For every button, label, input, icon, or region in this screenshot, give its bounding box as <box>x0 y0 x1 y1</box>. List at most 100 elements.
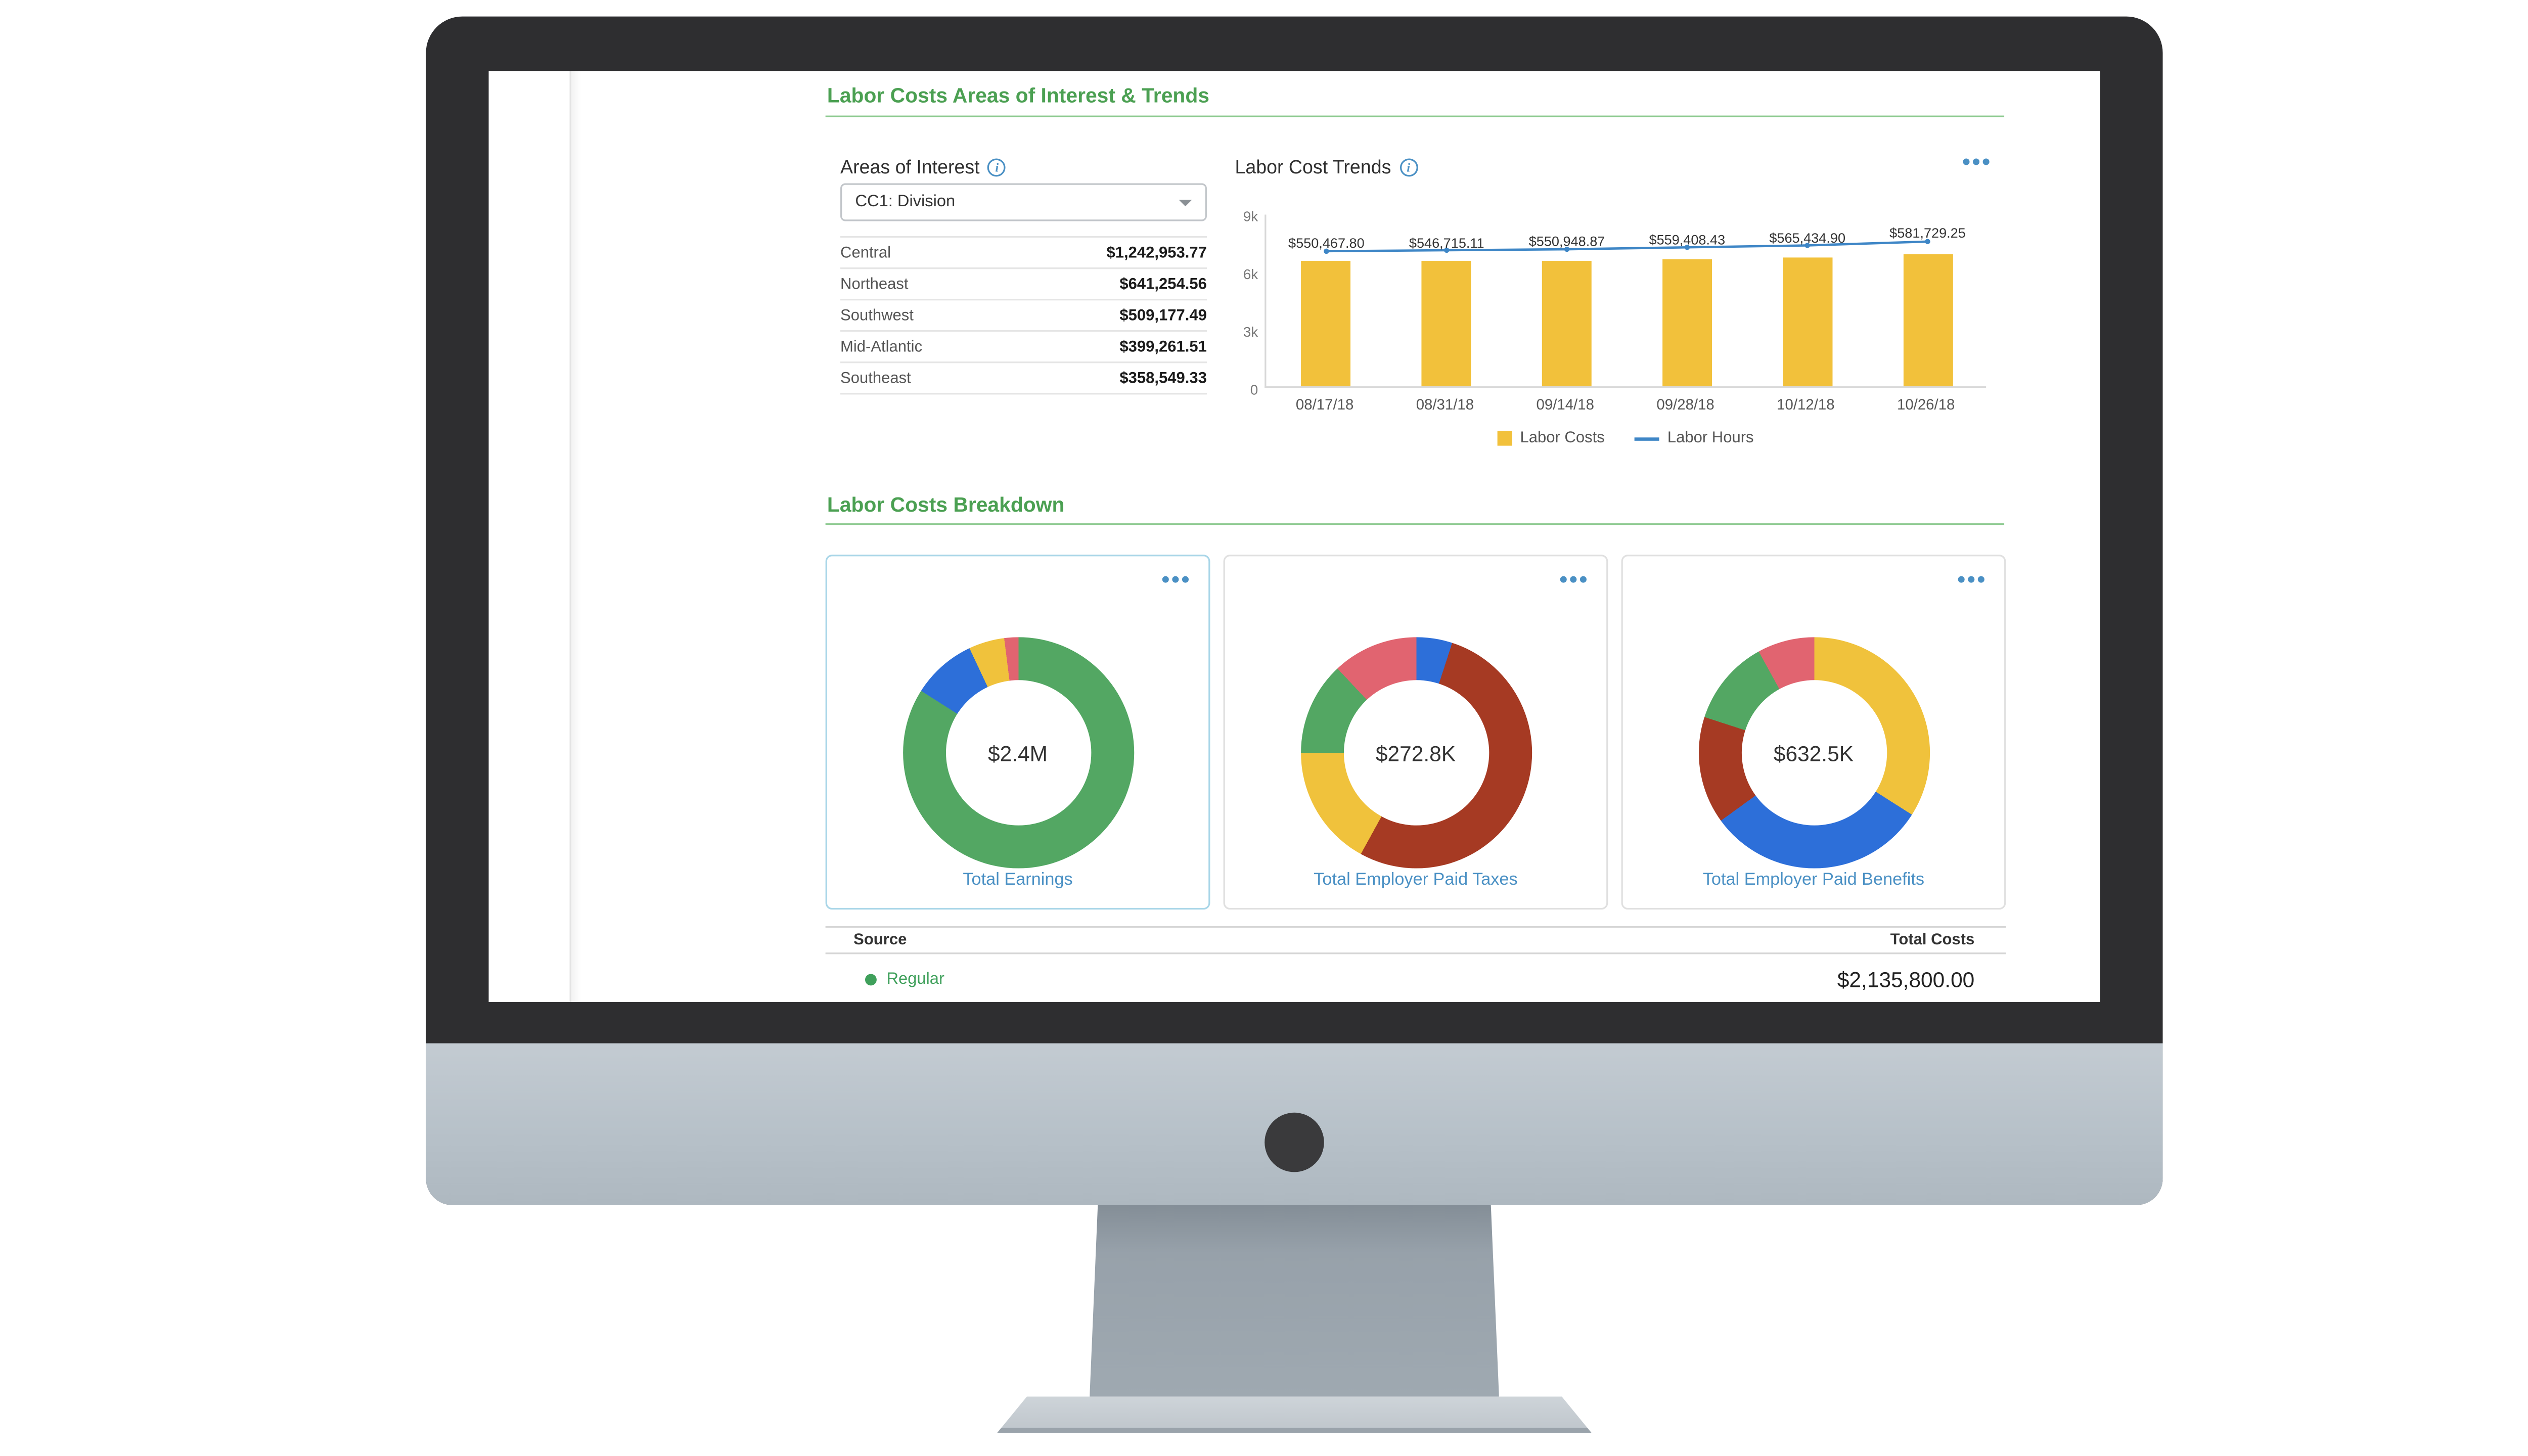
source-label: Regular <box>886 970 944 989</box>
monitor-stand-neck <box>1090 1205 1499 1397</box>
dashboard-content: Labor Costs Areas of Interest & Trends A… <box>825 71 2009 1002</box>
section-title-areas-trends: Labor Costs Areas of Interest & Trends <box>827 84 1209 108</box>
info-icon[interactable] <box>1399 158 1418 177</box>
areas-of-interest-table: Central $1,242,953.77 Northeast $641,254.56… <box>840 236 1207 395</box>
region-value: $641,254.56 <box>1119 275 1207 293</box>
x-axis-label: 09/14/18 <box>1536 396 1594 413</box>
card-total-earnings[interactable]: $2.4M Total Earnings <box>825 555 1210 910</box>
legend-item-labor-hours[interactable]: Labor Hours <box>1634 429 1754 447</box>
donut-chart-total-employer-paid-taxes[interactable]: $272.8K <box>1300 637 1531 869</box>
total-costs-column-header: Total Costs <box>1890 931 1975 949</box>
source-row[interactable]: Regular $2,135,800.00 <box>826 954 2006 1002</box>
bar-value-label: $546,715.11 <box>1409 234 1484 250</box>
labor-cost-trends-panel: Labor Cost Trends 9k 6k 3k 0 $550,467.80 $54… <box>1235 157 1990 536</box>
bar-value-label: $565,434.90 <box>1769 229 1846 246</box>
card-menu-dots[interactable] <box>1958 576 1984 583</box>
card-label-total-employer-paid-benefits[interactable]: Total Employer Paid Benefits <box>1702 870 1925 890</box>
card-total-employer-paid-benefits[interactable]: $632.5K Total Employer Paid Benefits <box>1621 555 2006 910</box>
monitor-chin-circle <box>1265 1112 1324 1172</box>
dropdown-value: CC1: Division <box>855 193 956 211</box>
y-axis-ticks: 9k 6k 3k 0 <box>1235 208 1258 398</box>
table-row[interactable]: Southeast $358,549.33 <box>840 363 1207 395</box>
bar-labor-costs[interactable] <box>1782 258 1832 387</box>
section-rule <box>825 523 2005 525</box>
region-value: $1,242,953.77 <box>1106 243 1207 262</box>
bar-swatch-icon <box>1497 431 1512 446</box>
areas-of-interest-title: Areas of Interest <box>840 157 980 178</box>
bar-value-label: $559,408.43 <box>1649 231 1726 248</box>
region-label: Southeast <box>840 369 911 387</box>
line-layer <box>1324 239 1930 254</box>
region-value: $358,549.33 <box>1119 369 1207 387</box>
left-panel-divider <box>569 71 571 1003</box>
y-tick: 0 <box>1250 381 1258 398</box>
point-labels: $550,467.80 $546,715.11 $550,948.87 $559,40… <box>1266 214 1986 386</box>
donut-chart-total-employer-paid-benefits[interactable]: $632.5K <box>1698 637 1929 869</box>
x-axis-label: 10/12/18 <box>1777 396 1835 413</box>
source-dot-icon <box>865 974 877 986</box>
y-tick: 6k <box>1243 265 1258 283</box>
card-label-total-employer-paid-taxes[interactable]: Total Employer Paid Taxes <box>1314 870 1518 890</box>
section-title-breakdown: Labor Costs Breakdown <box>827 493 1065 517</box>
source-table-header: Source Total Costs <box>825 926 2006 954</box>
donut-center-value: $272.8K <box>1375 740 1456 765</box>
y-tick: 9k <box>1243 208 1258 225</box>
bar-labor-costs[interactable] <box>1662 259 1712 387</box>
monitor-bezel: Labor Costs Areas of Interest & Trends A… <box>426 16 2163 1205</box>
info-icon[interactable] <box>987 158 1006 177</box>
table-row[interactable]: Mid-Atlantic $399,261.51 <box>840 332 1207 363</box>
table-row[interactable]: Southwest $509,177.49 <box>840 300 1207 332</box>
source-table: Source Total Costs Regular $2,135,800.00 <box>825 926 2006 1002</box>
labor-cost-trends-header: Labor Cost Trends <box>1235 157 1989 178</box>
bar-labor-costs[interactable] <box>1903 254 1953 387</box>
card-label-total-earnings[interactable]: Total Earnings <box>963 870 1073 890</box>
line-swatch-icon <box>1634 436 1659 440</box>
monitor-stand-base <box>997 1396 1592 1433</box>
region-label: Central <box>840 243 891 262</box>
plot-area: $550,467.80 $546,715.11 $550,948.87 $559,40… <box>1265 214 1987 388</box>
donut-center-value: $2.4M <box>988 740 1048 765</box>
bar-value-label: $550,948.87 <box>1528 233 1605 250</box>
source-column-header: Source <box>853 931 907 949</box>
x-labels: 08/17/18 08/31/18 09/14/18 09/28/18 10/12/18… <box>1265 396 1986 416</box>
division-dropdown[interactable]: CC1: Division <box>840 183 1207 221</box>
region-value: $509,177.49 <box>1119 306 1207 325</box>
legend-item-labor-costs[interactable]: Labor Costs <box>1497 429 1605 447</box>
areas-of-interest-header: Areas of Interest <box>840 157 1207 178</box>
region-label: Southwest <box>840 306 914 325</box>
table-row[interactable]: Northeast $641,254.56 <box>840 269 1207 301</box>
bar-labor-costs[interactable] <box>1422 261 1472 387</box>
x-axis-label: 08/17/18 <box>1295 396 1354 413</box>
card-menu-dots[interactable] <box>1560 576 1587 583</box>
areas-of-interest-panel: Areas of Interest CC1: Division Central $… <box>840 157 1207 395</box>
card-menu-dots[interactable] <box>1162 576 1189 583</box>
bar-value-label: $550,467.80 <box>1288 235 1365 251</box>
source-total-value: $2,135,800.00 <box>1837 967 1975 992</box>
x-axis-label: 08/31/18 <box>1416 396 1474 413</box>
chart-legend: Labor Costs Labor Hours <box>1265 429 1986 447</box>
table-row[interactable]: Central $1,242,953.77 <box>840 238 1207 269</box>
x-axis-label: 10/26/18 <box>1897 396 1955 413</box>
legend-label: Labor Costs <box>1520 429 1605 447</box>
card-total-employer-paid-taxes[interactable]: $272.8K Total Employer Paid Taxes <box>1223 555 1608 910</box>
region-label: Mid-Atlantic <box>840 337 923 356</box>
source-name: Regular <box>865 971 944 989</box>
region-value: $399,261.51 <box>1119 337 1207 356</box>
bar-labor-costs[interactable] <box>1301 260 1351 387</box>
bar-labor-costs[interactable] <box>1542 260 1592 387</box>
section-rule <box>825 115 2005 117</box>
x-axis-label: 09/28/18 <box>1656 396 1714 413</box>
donut-center-value: $632.5K <box>1773 740 1854 765</box>
chevron-down-icon <box>1179 200 1192 207</box>
source-table-body: Regular $2,135,800.00 <box>826 954 2006 1002</box>
breakdown-cards: $2.4M Total Earnings $272.8K Total Emplo… <box>825 555 2006 910</box>
chart-menu-dots[interactable] <box>1963 158 1990 165</box>
left-panel-shadow <box>571 71 581 1003</box>
monitor-chin <box>426 1043 2163 1205</box>
donut-chart-total-earnings[interactable]: $2.4M <box>902 637 1134 869</box>
labor-cost-trends-title: Labor Cost Trends <box>1235 157 1391 178</box>
y-tick: 3k <box>1243 323 1258 340</box>
legend-label: Labor Hours <box>1667 429 1754 447</box>
region-label: Northeast <box>840 275 909 293</box>
